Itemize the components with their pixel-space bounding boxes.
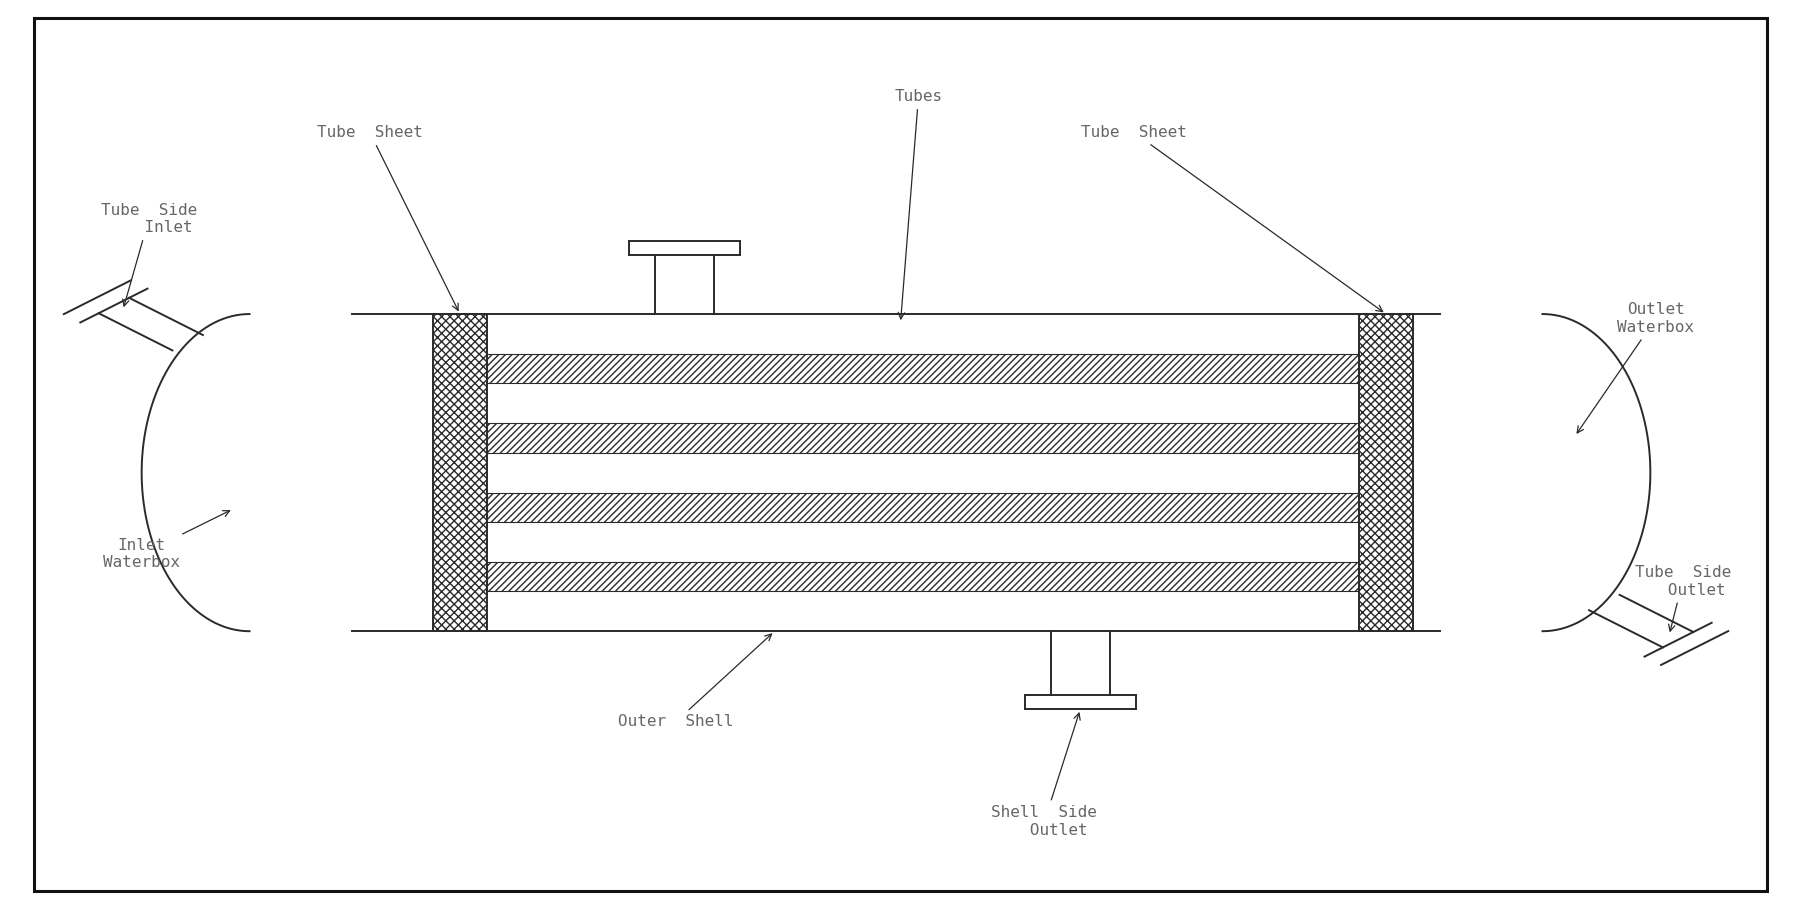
Polygon shape [432,314,486,631]
Text: Shell  Side
   Outlet: Shell Side Outlet [991,714,1097,838]
Text: Inlet
Waterbox: Inlet Waterbox [103,511,229,570]
Polygon shape [486,562,1360,591]
Text: Outlet
Waterbox: Outlet Waterbox [1578,303,1695,433]
Text: Tube  Sheet: Tube Sheet [317,125,457,310]
Polygon shape [486,424,1360,453]
Text: Tubes: Tubes [895,89,942,319]
Polygon shape [1360,314,1414,631]
Text: Outer  Shell: Outer Shell [618,634,771,729]
Polygon shape [486,493,1360,522]
Text: Tube  Side
    Inlet: Tube Side Inlet [101,203,196,306]
Text: Tube  Side
   Outlet: Tube Side Outlet [1635,565,1731,631]
Text: Tube  Sheet: Tube Sheet [1081,125,1383,312]
Polygon shape [486,355,1360,384]
